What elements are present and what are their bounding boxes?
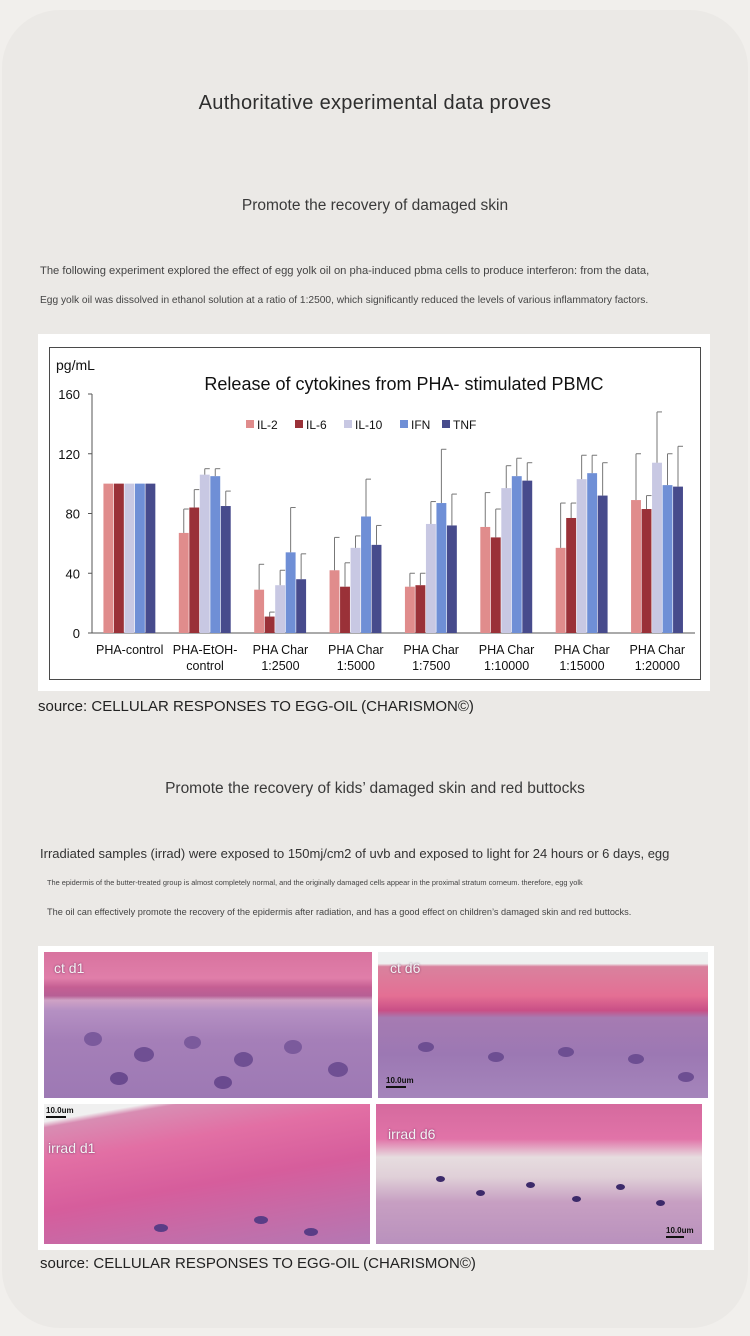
scale-bar: 10.0um xyxy=(666,1226,694,1238)
x-tick-label: PHA Char xyxy=(554,643,610,657)
bar xyxy=(210,476,221,633)
scale-bar: 10.0um xyxy=(386,1076,414,1088)
panel-label: irrad d1 xyxy=(48,1140,96,1156)
legend-label: TNF xyxy=(453,418,476,432)
section2-paragraph-line1: Irradiated samples (irrad) were exposed … xyxy=(40,846,670,861)
bar xyxy=(522,480,533,633)
bar xyxy=(371,544,382,633)
section1-source: source: CELLULAR RESPONSES TO EGG-OIL (C… xyxy=(38,698,474,715)
bar xyxy=(415,585,426,633)
bar xyxy=(350,547,361,633)
section2-source: source: CELLULAR RESPONSES TO EGG-OIL (C… xyxy=(40,1255,476,1272)
legend-label: IL-2 xyxy=(257,418,278,432)
section2-paragraph-line3: The oil can effectively promote the reco… xyxy=(47,907,632,917)
cytokine-chart-frame: 0 40 80 120 160 pg/mL Release of cytokines fro… xyxy=(49,347,701,680)
y-tick-label: 80 xyxy=(66,507,80,522)
y-tick-label: 40 xyxy=(66,566,80,581)
bar xyxy=(566,517,577,633)
x-tick-label: control xyxy=(186,659,224,673)
bar xyxy=(296,579,307,633)
bar xyxy=(511,476,522,633)
bar xyxy=(404,586,415,633)
histology-figure: ct d1 ct d6 10.0um 10.0um irrad d1 irrad… xyxy=(38,946,714,1250)
legend-label: IL-6 xyxy=(306,418,327,432)
bar xyxy=(113,483,124,633)
section-heading-kids-skin: Promote the recovery of kids’ damaged sk… xyxy=(165,780,585,797)
bar xyxy=(189,507,200,633)
bar xyxy=(178,532,189,633)
panel-label: ct d6 xyxy=(390,960,421,976)
legend-swatch xyxy=(442,420,450,428)
bar xyxy=(103,483,114,633)
page-title: Authoritative experimental data proves xyxy=(198,92,552,114)
section1-paragraph-line2: Egg yolk oil was dissolved in ethanol so… xyxy=(40,295,649,306)
section-heading-damaged-skin: Promote the recovery of damaged skin xyxy=(241,197,509,214)
bar xyxy=(490,537,501,633)
x-tick-label: 1:10000 xyxy=(484,659,529,673)
y-axis-label: pg/mL xyxy=(56,357,95,373)
legend-swatch xyxy=(400,420,408,428)
bar xyxy=(446,525,457,633)
x-tick-label: PHA Char xyxy=(328,643,384,657)
bar xyxy=(361,516,371,633)
section2-paragraph-line2: The epidermis of the butter-treated grou… xyxy=(47,878,583,887)
bar xyxy=(662,485,673,633)
x-tick-label: PHA-EtOH- xyxy=(173,643,238,657)
bar xyxy=(199,474,210,633)
y-tick-label: 120 xyxy=(58,447,80,462)
bar xyxy=(264,616,275,633)
legend-swatch xyxy=(246,420,254,428)
y-tick-label: 160 xyxy=(58,387,80,402)
x-tick-label: PHA-control xyxy=(96,643,163,657)
bar xyxy=(329,570,340,633)
x-tick-label: PHA Char xyxy=(479,643,535,657)
bar xyxy=(124,483,135,633)
x-tick-label: PHA Char xyxy=(253,643,309,657)
legend-swatch xyxy=(295,420,303,428)
panel-label: irrad d6 xyxy=(388,1126,436,1142)
bar xyxy=(340,586,350,633)
y-tick-label: 0 xyxy=(73,626,80,641)
bar xyxy=(576,479,587,633)
x-tick-label: PHA Char xyxy=(403,643,459,657)
histology-panel-irrad-d6: irrad d6 10.0um xyxy=(376,1104,702,1244)
x-tick-label: PHA Char xyxy=(630,643,686,657)
histology-panel-ct-d6: ct d6 10.0um xyxy=(378,952,708,1098)
bar xyxy=(285,552,296,633)
bar xyxy=(480,526,491,633)
x-tick-label: 1:5000 xyxy=(337,659,375,673)
legend-swatch xyxy=(344,420,352,428)
bar xyxy=(555,547,566,633)
bar xyxy=(254,589,265,633)
bar xyxy=(145,483,156,633)
bar xyxy=(134,483,145,633)
cytokine-chart: 0 40 80 120 160 pg/mL Release of cytokines fro… xyxy=(56,357,695,673)
bar xyxy=(275,585,286,633)
bar xyxy=(597,495,608,633)
x-tick-label: 1:7500 xyxy=(412,659,450,673)
section1-paragraph-line1: The following experiment explored the ef… xyxy=(40,265,650,277)
histology-panel-ct-d1: ct d1 xyxy=(44,952,372,1098)
panel-label: ct d1 xyxy=(54,960,85,976)
bar xyxy=(425,523,436,633)
bar xyxy=(501,488,512,633)
x-tick-label: 1:15000 xyxy=(559,659,604,673)
bar xyxy=(436,503,447,633)
legend-label: IFN xyxy=(411,418,430,432)
chart-title: Release of cytokines from PHA- stimulate… xyxy=(204,374,603,394)
x-tick-label: 1:20000 xyxy=(635,659,680,673)
bar xyxy=(652,462,662,633)
bar xyxy=(220,506,231,633)
bar xyxy=(673,486,683,633)
x-tick-label: 1:2500 xyxy=(261,659,299,673)
bar xyxy=(587,473,598,633)
bar xyxy=(641,509,652,633)
scale-bar: 10.0um xyxy=(46,1106,74,1118)
legend-label: IL-10 xyxy=(355,418,383,432)
cytokine-chart-container: 0 40 80 120 160 pg/mL Release of cytokines fro… xyxy=(38,334,710,691)
bar xyxy=(631,500,641,633)
histology-panel-irrad-d1: 10.0um irrad d1 xyxy=(44,1104,370,1244)
